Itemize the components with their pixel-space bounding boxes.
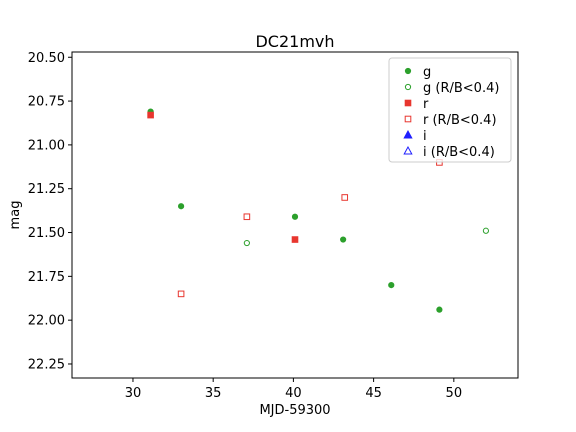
data-points bbox=[147, 108, 490, 313]
legend-label: g bbox=[423, 65, 431, 80]
x-tick-label: 40 bbox=[285, 386, 302, 401]
x-tick-label: 50 bbox=[446, 386, 463, 401]
x-tick-label: 45 bbox=[365, 386, 382, 401]
y-tick-label: 21.25 bbox=[28, 182, 65, 197]
x-tick-label: 35 bbox=[205, 386, 222, 401]
legend-marker bbox=[404, 67, 412, 75]
plot-area bbox=[71, 51, 519, 379]
data-point bbox=[177, 290, 185, 298]
y-tick-label: 21.50 bbox=[28, 226, 65, 241]
legend-box bbox=[388, 57, 512, 163]
y-tick-label: 21.75 bbox=[28, 270, 65, 285]
legend-marker bbox=[403, 129, 413, 139]
chart-title: DC21mvh bbox=[255, 32, 334, 51]
data-point bbox=[177, 203, 185, 210]
legend-label: r (R/B<0.4) bbox=[423, 113, 497, 128]
y-tick-label: 20.75 bbox=[28, 95, 65, 110]
x-tick-label: 30 bbox=[125, 386, 142, 401]
legend-label: r bbox=[423, 97, 429, 112]
y-axis: 20.50 20.75 21.00 21.25 21.50 21.75 22.00 22.25 bbox=[28, 51, 72, 372]
data-point bbox=[147, 111, 154, 119]
data-point bbox=[243, 213, 251, 221]
x-axis-label: MJD-59300 bbox=[259, 403, 330, 418]
data-point bbox=[291, 236, 299, 243]
legend-marker bbox=[404, 99, 412, 107]
y-tick-label: 21.00 bbox=[28, 138, 65, 153]
data-point bbox=[482, 227, 490, 234]
y-axis-label: mag bbox=[8, 201, 23, 230]
data-point bbox=[388, 282, 395, 289]
data-point bbox=[436, 306, 443, 313]
data-point bbox=[341, 194, 349, 201]
y-tick-label: 22.00 bbox=[28, 314, 65, 329]
legend-marker bbox=[404, 83, 412, 91]
legend-marker bbox=[404, 115, 412, 123]
data-point bbox=[291, 213, 299, 220]
data-point bbox=[243, 239, 250, 247]
legend-marker bbox=[403, 145, 413, 155]
legend-label: g (R/B<0.4) bbox=[423, 81, 499, 96]
legend-label: i bbox=[423, 129, 427, 144]
data-point bbox=[340, 236, 347, 243]
legend-label: i (R/B<0.4) bbox=[423, 145, 495, 160]
legend: gg (R/B<0.4)rr (R/B<0.4)ii (R/B<0.4) bbox=[388, 57, 512, 163]
y-tick-label: 22.25 bbox=[28, 357, 65, 372]
x-axis: 30 35 40 45 50 bbox=[125, 378, 462, 401]
y-tick-label: 20.50 bbox=[28, 51, 65, 66]
